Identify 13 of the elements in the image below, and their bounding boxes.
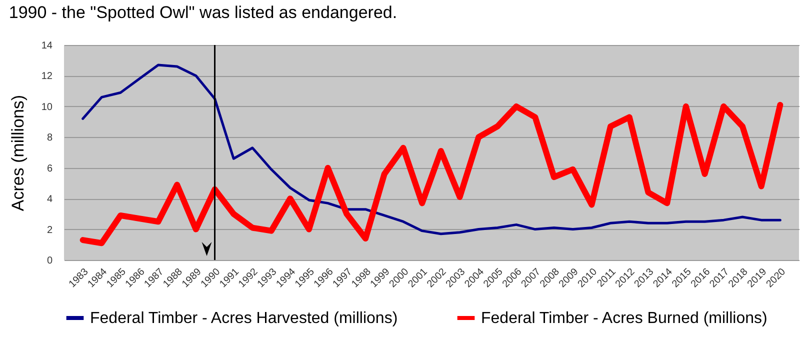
y-tick-label: 12 <box>41 71 53 82</box>
y-tick-label: 2 <box>46 224 53 236</box>
y-tick-label: 4 <box>46 194 53 206</box>
y-tick-label: 14 <box>41 40 53 52</box>
y-tick-label: 0 <box>46 256 53 266</box>
legend-label: Federal Timber - Acres Burned (millions) <box>481 310 768 327</box>
y-tick-label: 10 <box>41 102 53 113</box>
y-tick-label: 8 <box>46 132 53 144</box>
ref-line-label: 1990 - the "Spotted Owl" was listed as endangered. <box>8 3 398 22</box>
y-tick-label: 6 <box>46 163 53 174</box>
y-axis-title: Acres (millions) <box>8 94 28 212</box>
line-series <box>82 64 782 236</box>
legend-label: Federal Timber - Acres Harvested (millions) <box>90 310 398 327</box>
